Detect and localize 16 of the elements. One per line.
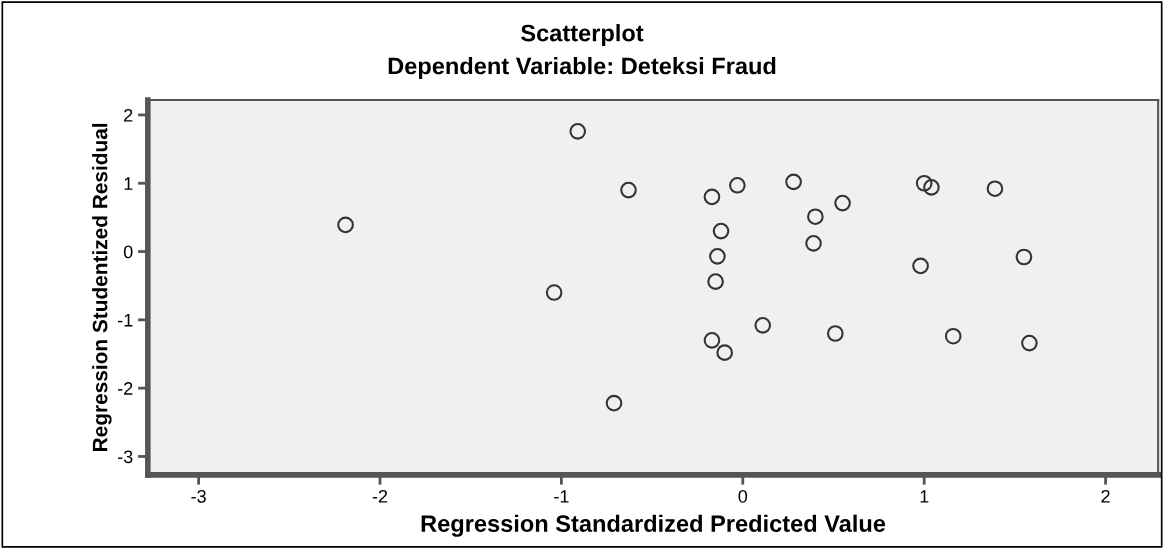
x-tick-label: -3: [191, 489, 206, 503]
y-tick-label: -1: [117, 313, 133, 327]
x-axis-title: Regression Standardized Predicted Value: [421, 514, 886, 537]
x-tick-label: 2: [1101, 489, 1110, 503]
x-tick-label: -2: [372, 489, 388, 503]
y-tick-label: -2: [117, 382, 133, 395]
y-tick-label: -3: [117, 450, 133, 464]
x-tick-label: 1: [920, 490, 929, 503]
chart-subtitle: Dependent Variable: Deteksi Fraud: [388, 57, 776, 80]
y-axis-title: Regression Studentized Residual: [92, 123, 112, 451]
y-tick-label: 2: [124, 108, 133, 122]
x-tick-label: 0: [738, 489, 748, 503]
chart-title: Scatterplot: [521, 24, 644, 47]
x-tick-label: -1: [554, 490, 569, 503]
y-tick-label: 0: [123, 245, 133, 259]
y-tick-label: 1: [124, 177, 133, 190]
